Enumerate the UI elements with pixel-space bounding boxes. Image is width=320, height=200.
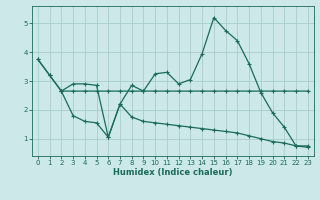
X-axis label: Humidex (Indice chaleur): Humidex (Indice chaleur) (113, 168, 233, 177)
